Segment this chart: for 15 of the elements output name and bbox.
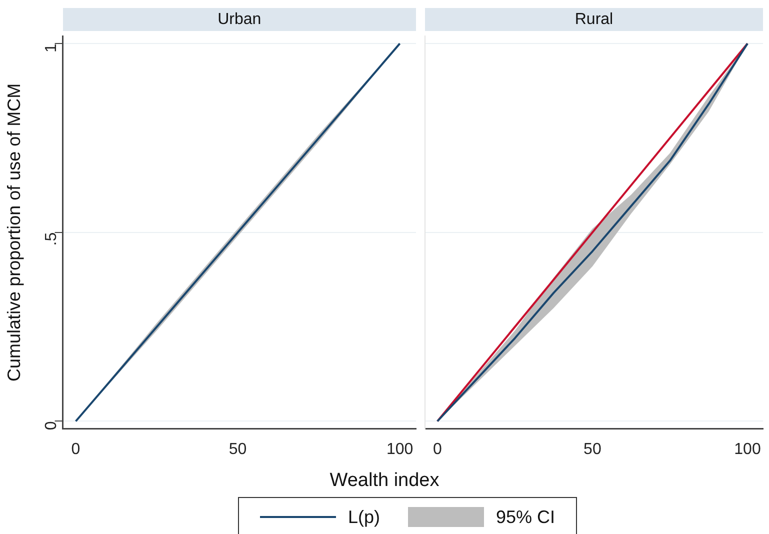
x-tick-label: 50: [228, 440, 247, 458]
x-tick-label: 0: [71, 440, 80, 458]
y-axis-title: Cumulative proportion of use of MCM: [4, 83, 24, 382]
x-tick-label: 50: [584, 440, 602, 458]
y-tick-label: .5: [43, 232, 60, 246]
x-tick-label: 100: [386, 440, 414, 458]
x-tick-label: 0: [432, 440, 442, 458]
y-tick-label: 0: [43, 421, 60, 430]
text: 95% CI: [496, 506, 556, 528]
x-axis-title: Wealth index: [328, 470, 440, 492]
chart-title: Urban: [62, 8, 416, 31]
y-tick-label: 1: [43, 43, 60, 52]
chart-title: Rural: [425, 8, 763, 31]
x-tick-label: 100: [734, 440, 761, 458]
legend-label: L(p): [348, 506, 380, 528]
